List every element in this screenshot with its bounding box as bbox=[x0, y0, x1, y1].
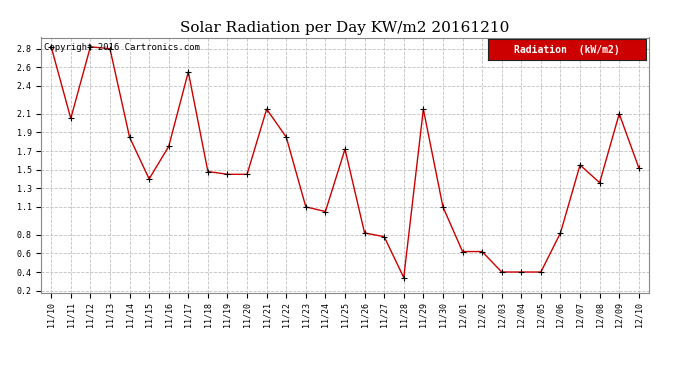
Title: Solar Radiation per Day KW/m2 20161210: Solar Radiation per Day KW/m2 20161210 bbox=[180, 21, 510, 35]
Text: Copyright 2016 Cartronics.com: Copyright 2016 Cartronics.com bbox=[44, 43, 200, 52]
